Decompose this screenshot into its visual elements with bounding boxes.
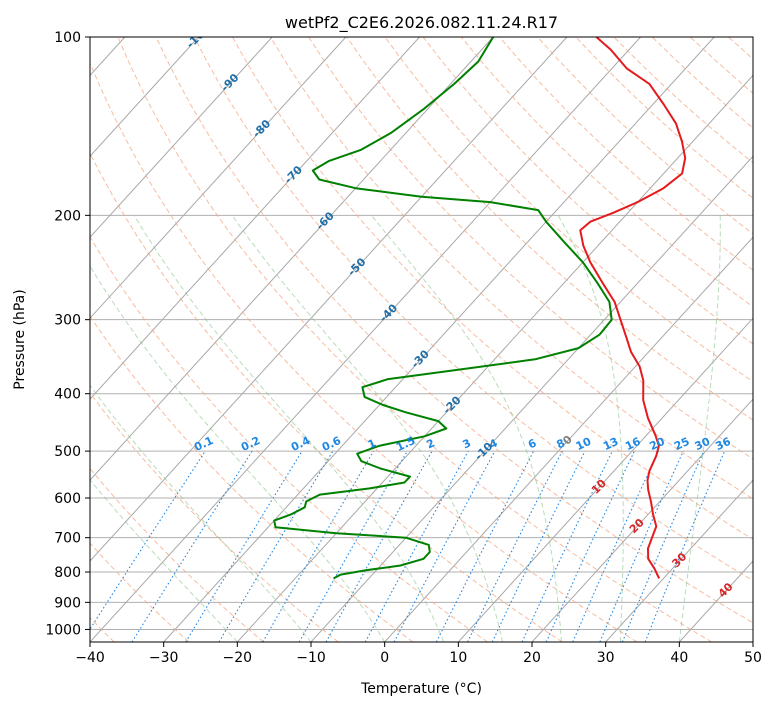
- chart-title: wetPf2_C2E6.2026.082.11.24.R17: [285, 13, 558, 33]
- moist-adiabat-line: [133, 215, 445, 642]
- isotherm-line: [384, 236, 753, 642]
- y-tick-label: 500: [54, 444, 81, 460]
- mixing-ratio-line: [393, 450, 496, 642]
- temperature-profile-line: [579, 37, 687, 579]
- isotherm-line: [90, 37, 420, 400]
- x-tick-label: −10: [296, 650, 326, 666]
- dry-adiabat-line: [155, 37, 753, 624]
- mixing-ratio-label: 20: [647, 435, 667, 453]
- mixing-ratio-line: [599, 450, 684, 642]
- y-tick-label: 300: [54, 313, 81, 329]
- x-tick-label: −30: [149, 650, 179, 666]
- mixing-ratio-line: [298, 450, 408, 642]
- mixing-ratio-label: 10: [574, 435, 594, 453]
- x-tick-label: 40: [670, 650, 688, 666]
- x-tick-label: −40: [75, 650, 105, 666]
- x-tick-label: 10: [449, 650, 467, 666]
- dry-adiabat-line: [90, 61, 638, 642]
- dry-adiabat-line: [308, 37, 753, 460]
- sounding-profiles: [273, 37, 687, 580]
- x-tick-label: 50: [744, 650, 762, 666]
- moist-adiabat-line: [90, 479, 238, 642]
- dry-adiabat-line: [422, 37, 753, 345]
- y-axis: 100 200 300 400 500 600 700 800 900 1000: [45, 30, 90, 638]
- mixing-ratio-line: [185, 450, 303, 642]
- dewpoint-profile-line: [273, 37, 613, 580]
- mixing-ratio-lines: [90, 450, 726, 642]
- y-tick-label: 200: [54, 208, 81, 224]
- mixing-ratio-line: [325, 450, 433, 642]
- mixing-ratio-line: [572, 450, 660, 642]
- x-tick-label: 20: [523, 650, 541, 666]
- mixing-ratio-line: [644, 450, 726, 642]
- moist-adiabat-line: [90, 265, 386, 642]
- isotherm-line: [163, 37, 715, 642]
- isotherm-line: [90, 37, 273, 238]
- x-axis: −40 −30 −20 −10 0 10 20 30 40 50: [75, 642, 762, 666]
- moist-adiabat-line: [678, 215, 721, 642]
- x-tick-label: −20: [223, 650, 253, 666]
- isotherm-line: [605, 479, 753, 642]
- y-tick-label: 600: [54, 491, 81, 507]
- mixing-ratio-line: [90, 450, 206, 631]
- mixing-ratio-label: 13: [601, 435, 620, 453]
- isotherm-line: [236, 74, 753, 642]
- y-tick-label: 900: [54, 595, 81, 611]
- mixing-ratio-line: [467, 450, 563, 642]
- y-tick-label: 1000: [45, 622, 81, 638]
- plot-frame: [89, 36, 754, 643]
- mixing-ratio-label: 25: [672, 435, 691, 453]
- y-axis-label: Pressure (hPa): [12, 289, 28, 389]
- y-tick-label: 100: [54, 30, 81, 46]
- isotherm-line: [90, 37, 199, 158]
- dry-adiabat-line: [270, 37, 753, 500]
- dry-adiabat-line: [117, 37, 712, 642]
- moist-adiabat-line: [371, 214, 562, 642]
- isotherm-line: [457, 317, 753, 642]
- isotherm-line: [90, 37, 568, 562]
- isotherm-line: [90, 37, 347, 319]
- dry-adiabat-line: [90, 152, 563, 642]
- x-axis-label: Temperature (°C): [360, 681, 482, 697]
- dry-adiabat-line: [231, 37, 753, 540]
- dry-adiabat-line: [193, 37, 753, 582]
- isobar-grid: [90, 37, 753, 630]
- mixing-ratio-label: 16: [623, 435, 643, 453]
- x-tick-label: 0: [380, 650, 389, 666]
- mixing-ratio-label: 30: [693, 435, 713, 453]
- x-tick-label: 30: [597, 650, 615, 666]
- mixing-ratio-line: [131, 450, 253, 642]
- moist-adiabat-line: [557, 215, 624, 642]
- dry-adiabat-line: [384, 37, 753, 383]
- mixing-ratio-line: [621, 450, 705, 642]
- isotherm-line: [90, 37, 494, 481]
- isotherm-line: [90, 37, 641, 642]
- y-tick-label: 400: [54, 387, 81, 403]
- moist-adiabats: [90, 214, 721, 642]
- y-tick-label: 800: [54, 565, 81, 581]
- mixing-ratio-line: [435, 450, 535, 642]
- mixing-ratio-label: 36: [713, 435, 733, 453]
- moist-adiabat-line: [90, 384, 312, 642]
- y-tick-label: 700: [54, 531, 81, 547]
- isotherm-line: [531, 398, 753, 642]
